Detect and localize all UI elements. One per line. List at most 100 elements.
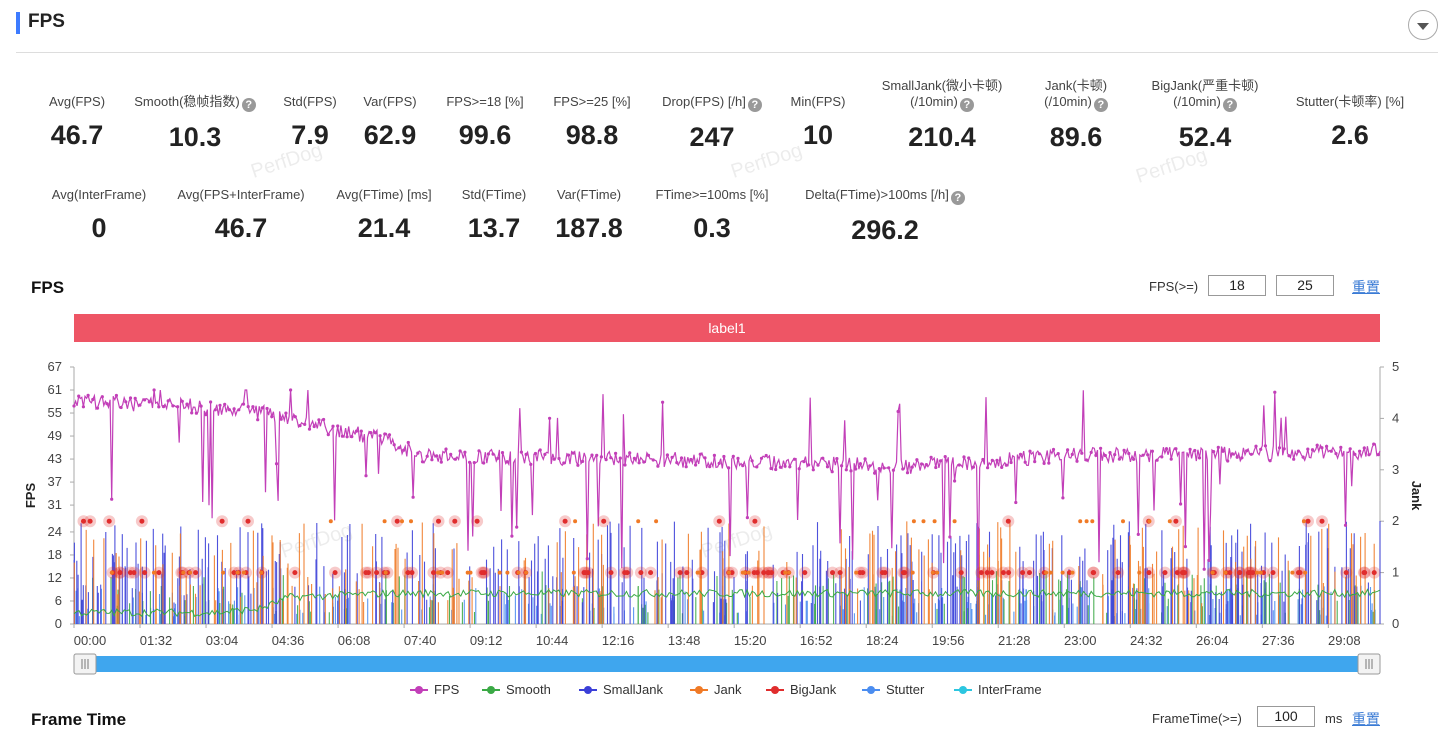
stat-label: Avg(FTime) [ms] (294, 187, 474, 203)
x-tick-label: 18:24 (866, 633, 899, 648)
jank-point (1137, 570, 1142, 575)
stat-label-text: Var(FTime) (556, 187, 622, 202)
fps-point (1287, 454, 1291, 458)
fps-point (387, 433, 392, 437)
fps-point (232, 407, 236, 411)
y-tick-label: 18 (48, 547, 62, 562)
fps-point (1113, 453, 1117, 457)
x-tick-label: 01:32 (140, 633, 173, 648)
legend-item-jank[interactable]: Jank (690, 682, 741, 697)
fps-point (759, 456, 764, 460)
fps-point (1183, 545, 1187, 549)
help-icon[interactable]: ? (747, 98, 762, 112)
fps-point (858, 462, 863, 466)
help-icon[interactable]: ? (1222, 98, 1237, 112)
stat-value: 89.6 (1049, 122, 1103, 152)
fps-reset-link[interactable]: 重置 (1352, 279, 1380, 295)
jank-point (188, 570, 193, 575)
fps-point (788, 465, 792, 469)
fps-point (77, 394, 81, 398)
legend-item-interframe[interactable]: InterFrame (954, 682, 1042, 697)
y-tick-label: 12 (48, 570, 62, 585)
fps-point (1014, 500, 1018, 505)
x-tick-label: 16:52 (800, 633, 833, 648)
fps-point (920, 462, 924, 466)
help-icon[interactable]: ? (950, 191, 965, 205)
bigjank-point (1305, 518, 1311, 524)
fps-point (599, 455, 604, 459)
collapse-toggle-button[interactable] (1408, 10, 1438, 40)
fps-point (1320, 446, 1324, 450)
fps-point (143, 398, 147, 402)
fps-point (830, 470, 834, 474)
legend-item-fps[interactable]: FPS (410, 682, 459, 697)
jank-point (465, 570, 470, 575)
fps-point (1207, 558, 1211, 562)
legend-item-smalljank[interactable]: SmallJank (579, 682, 663, 697)
bigjank-point (193, 570, 199, 576)
fps-point (194, 411, 198, 415)
bigjank-point (562, 518, 568, 524)
jank-point (1070, 570, 1075, 575)
fps-point (1353, 452, 1357, 456)
bigjank-point (978, 570, 984, 576)
help-icon[interactable]: ? (1093, 98, 1108, 112)
bigjank-point (699, 570, 705, 576)
fps-point (147, 400, 151, 404)
fps-point (472, 461, 476, 465)
fps-point (227, 408, 231, 412)
fps-point (1084, 458, 1089, 462)
fps-point (317, 418, 321, 422)
fps-point (1018, 452, 1023, 456)
legend-item-stutter[interactable]: Stutter (862, 682, 924, 697)
jank-point (1210, 570, 1215, 575)
jank-point (1084, 519, 1089, 524)
fps-point (1188, 447, 1192, 451)
fps-point (802, 460, 806, 464)
frametime-threshold-input[interactable]: 100 (1257, 706, 1315, 727)
fps-point (336, 424, 340, 428)
fps-point (124, 400, 128, 404)
legend-marker-icon (954, 684, 972, 696)
jank-point (1121, 519, 1125, 524)
fps-point (1193, 448, 1197, 453)
help-icon[interactable]: ? (241, 98, 256, 112)
fps-point (171, 404, 175, 408)
legend-item-smooth[interactable]: Smooth (482, 682, 551, 697)
frametime-reset-link[interactable]: 重置 (1352, 711, 1380, 727)
fps-point (675, 461, 679, 465)
jank-point (746, 570, 751, 575)
fps-point (1132, 457, 1136, 461)
stat-value: 0.3 (693, 213, 731, 243)
stat-value: 10.3 (168, 122, 222, 152)
fps-point (81, 405, 85, 409)
fps-point (1051, 447, 1056, 452)
jank-point (1044, 570, 1049, 575)
fps-point (684, 465, 688, 469)
fps-threshold-25-input[interactable]: 25 (1276, 275, 1334, 296)
legend-label: FPS (434, 682, 460, 697)
fps-point (1334, 452, 1338, 456)
bigjank-point (761, 570, 767, 576)
x-tick-label: 29:08 (1328, 633, 1361, 648)
x-tick-label: 00:00 (74, 633, 107, 648)
help-icon[interactable]: ? (959, 98, 974, 112)
legend-item-bigjank[interactable]: BigJank (766, 682, 836, 697)
fps-point (1273, 390, 1277, 394)
fps-point (209, 400, 213, 404)
jank-point (952, 519, 957, 524)
fps-threshold-18-input[interactable]: 18 (1208, 275, 1266, 296)
jank-point (783, 570, 788, 575)
fps-point (350, 435, 354, 439)
stat-label-text: FTime>=100ms [%] (655, 187, 769, 202)
stat-label: FTime>=100ms [%] (622, 187, 802, 203)
fps-point (745, 516, 750, 520)
fps-point (750, 459, 754, 463)
jank-point (259, 570, 264, 575)
fps-point (1235, 455, 1239, 459)
stat-label: Var(FPS) (300, 94, 480, 110)
fps-point (1127, 451, 1131, 456)
fps-point (260, 406, 264, 410)
fps-point (585, 557, 589, 561)
stat-label-text: Std(FPS) (283, 94, 337, 109)
